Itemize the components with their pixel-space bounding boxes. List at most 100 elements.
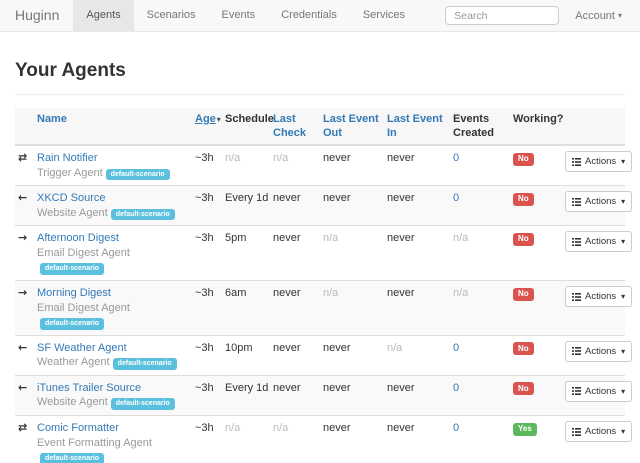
- age-cell: ~3h: [195, 415, 225, 463]
- direction-cell: ⇄: [15, 145, 37, 186]
- working-cell: No: [513, 185, 565, 226]
- actions-button-label: Actions: [585, 385, 617, 397]
- actions-button[interactable]: Actions ▾: [565, 231, 633, 253]
- actions-button[interactable]: Actions ▾: [565, 191, 633, 213]
- caret-down-icon: ▾: [621, 157, 626, 166]
- name-cell: Morning Digest Email Digest Agent default…: [37, 280, 195, 336]
- column-header-last-check[interactable]: Last Check: [273, 108, 323, 146]
- list-icon: [572, 292, 581, 301]
- caret-down-icon: ▾: [617, 11, 622, 20]
- actions-cell: Actions ▾: [565, 145, 633, 186]
- working-badge: No: [513, 232, 534, 246]
- events-created-link[interactable]: 0: [453, 152, 460, 164]
- nav-item-credentials[interactable]: Credentials: [281, 9, 337, 21]
- agent-name-link[interactable]: XKCD Source: [37, 192, 106, 205]
- account-label: Account: [575, 9, 615, 22]
- scenario-badge[interactable]: default-scenario: [40, 263, 105, 276]
- column-header-name[interactable]: Name: [37, 108, 195, 146]
- actions-button[interactable]: Actions ▾: [565, 380, 633, 402]
- actions-button[interactable]: Actions ▾: [565, 151, 633, 172]
- events-created-cell: 0: [453, 334, 513, 376]
- agent-name-link[interactable]: Morning Digest: [37, 287, 111, 300]
- scenario-badge[interactable]: default-scenario: [40, 453, 105, 463]
- scenario-badge[interactable]: default-scenario: [112, 358, 177, 370]
- events-created-cell: 0: [453, 374, 513, 416]
- actions-cell: Actions ▾: [565, 185, 633, 226]
- nav-spacer: [418, 0, 445, 31]
- agent-name-link[interactable]: SF Weather Agent: [37, 341, 127, 354]
- caret-down-icon: ▾: [621, 386, 626, 396]
- actions-button[interactable]: Actions ▾: [565, 421, 633, 443]
- exchange-arrows-icon: ⇄: [18, 421, 28, 435]
- account-menu[interactable]: Account ▾: [575, 0, 622, 31]
- last-check-cell: never: [273, 225, 323, 281]
- actions-button-label: Actions: [585, 426, 617, 438]
- direction-cell: →: [15, 280, 37, 336]
- column-header-last-event-out[interactable]: Last Event Out: [323, 108, 387, 146]
- table-row: → Morning Digest Email Digest Agent defau…: [15, 280, 633, 336]
- scenario-badge[interactable]: default-scenario: [110, 398, 175, 411]
- nav-item-services[interactable]: Services: [362, 9, 406, 21]
- schedule-cell: 6am: [225, 280, 273, 336]
- list-icon: [572, 347, 581, 356]
- last-check-cell: never: [273, 334, 323, 376]
- name-cell: Comic Formatter Event Formatting Agent de…: [37, 415, 195, 463]
- agent-name-link[interactable]: Comic Formatter: [37, 422, 119, 435]
- agent-name-link[interactable]: Afternoon Digest: [37, 232, 119, 245]
- caret-down-icon: ▾: [621, 197, 626, 207]
- agent-type-label: Weather Agent: [37, 356, 110, 369]
- events-created-link[interactable]: 0: [453, 422, 460, 435]
- arrow-right-icon: →: [18, 286, 28, 300]
- caret-down-icon: ▾: [621, 237, 626, 247]
- scenario-badge[interactable]: default-scenario: [105, 168, 170, 181]
- age-sort-link[interactable]: Age: [195, 113, 216, 125]
- age-cell: ~3h: [195, 152, 214, 164]
- scenario-badge[interactable]: default-scenario: [110, 208, 175, 221]
- agent-name-link[interactable]: Rain Notifier: [37, 152, 98, 164]
- schedule-cell: 5pm: [225, 225, 273, 281]
- brand-link[interactable]: Huginn: [15, 7, 60, 23]
- name-cell: Afternoon Digest Email Digest Agent defau…: [37, 225, 195, 281]
- arrow-right-icon: →: [18, 231, 28, 245]
- arrow-left-icon: ←: [18, 340, 28, 354]
- caret-down-icon: ▾: [621, 346, 626, 356]
- column-header-age[interactable]: Age▾: [195, 108, 225, 146]
- actions-button[interactable]: Actions ▾: [565, 286, 633, 308]
- exchange-arrows-icon: ⇄: [18, 151, 28, 164]
- actions-column-header: [565, 108, 625, 146]
- actions-button-label: Actions: [585, 236, 617, 248]
- agent-type-label: Trigger Agent: [37, 166, 103, 179]
- working-cell: Yes: [513, 415, 565, 463]
- name-cell: XKCD Source Website Agent default-scenari…: [37, 185, 195, 226]
- main-content: Your Agents Name Age▾ Schedule Last Chec…: [0, 59, 640, 463]
- agent-type-label: Website Agent: [37, 206, 108, 219]
- actions-button[interactable]: Actions ▾: [565, 340, 633, 362]
- last-check-cell: never: [273, 280, 323, 336]
- nav-item-scenarios[interactable]: Scenarios: [146, 9, 196, 21]
- table-row: ⇄ Rain Notifier Trigger Agent default-sce…: [15, 145, 633, 186]
- nav-item-agents[interactable]: Agents: [73, 0, 134, 31]
- last-event-in-cell: never: [387, 280, 453, 336]
- list-icon: [572, 427, 581, 436]
- table-row: ⇄ Comic Formatter Event Formatting Agent…: [15, 415, 633, 463]
- actions-button-label: Actions: [585, 291, 617, 303]
- table-row: ← SF Weather Agent Weather Agent default-…: [15, 334, 633, 376]
- last-event-in-cell: never: [387, 374, 453, 416]
- last-check-cell: never: [273, 185, 323, 226]
- name-cell: iTunes Trailer Source Website Agent defau…: [37, 374, 195, 416]
- scenario-badge[interactable]: default-scenario: [40, 318, 105, 330]
- events-created-link[interactable]: 0: [453, 192, 460, 205]
- last-check-cell: n/a: [273, 415, 323, 463]
- icon-column-header: [15, 108, 37, 146]
- search-input[interactable]: [445, 6, 560, 25]
- events-created-cell: 0: [453, 185, 513, 226]
- last-event-out-cell: never: [323, 374, 387, 416]
- working-cell: No: [513, 280, 565, 336]
- column-header-last-event-in[interactable]: Last Event In: [387, 108, 453, 146]
- events-created-link[interactable]: 0: [453, 381, 460, 394]
- agent-name-link[interactable]: iTunes Trailer Source: [37, 381, 142, 394]
- age-cell: ~3h: [195, 225, 225, 281]
- nav-item-events[interactable]: Events: [221, 9, 256, 21]
- working-cell: No: [513, 145, 565, 186]
- events-created-link[interactable]: 0: [453, 341, 460, 354]
